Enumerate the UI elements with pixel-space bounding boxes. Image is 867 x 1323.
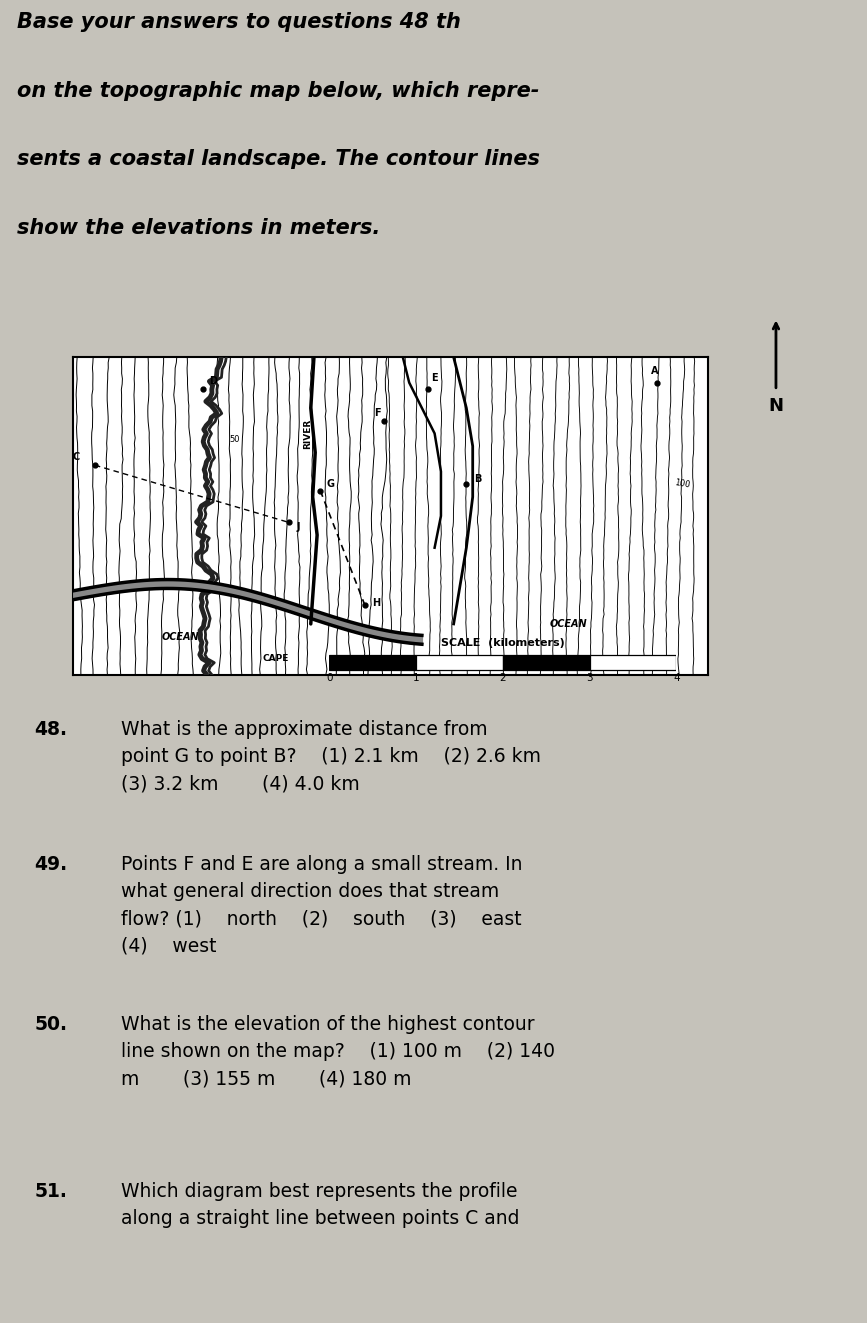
Text: show the elevations in meters.: show the elevations in meters. — [17, 218, 381, 238]
Text: 48.: 48. — [35, 720, 68, 738]
Text: N: N — [768, 397, 784, 414]
Text: Which diagram best represents the profile
along a straight line between points C: Which diagram best represents the profil… — [121, 1181, 520, 1228]
Text: Base your answers to questions 48 th: Base your answers to questions 48 th — [17, 12, 461, 32]
Text: D: D — [209, 376, 217, 386]
Text: 0: 0 — [326, 673, 333, 683]
Text: sents a coastal landscape. The contour lines: sents a coastal landscape. The contour l… — [17, 149, 540, 169]
Text: C: C — [73, 452, 80, 462]
Text: on the topographic map below, which repre-: on the topographic map below, which repr… — [17, 81, 540, 101]
Text: What is the elevation of the highest contour
line shown on the map?  (1) 100 m  : What is the elevation of the highest con… — [121, 1015, 556, 1089]
Text: 100: 100 — [674, 479, 691, 490]
Text: 2: 2 — [499, 673, 506, 683]
Text: OCEAN: OCEAN — [162, 631, 199, 642]
Text: F: F — [375, 407, 381, 418]
Text: OCEAN: OCEAN — [549, 619, 587, 628]
Text: J: J — [297, 521, 300, 532]
Text: SCALE  (kilometers): SCALE (kilometers) — [441, 638, 564, 648]
Text: CAPE: CAPE — [263, 655, 289, 663]
Text: H: H — [372, 598, 381, 609]
Text: E: E — [432, 373, 438, 382]
Text: 1: 1 — [413, 673, 420, 683]
Text: RIVER: RIVER — [303, 418, 312, 448]
Text: Points F and E are along a small stream. In
what general direction does that str: Points F and E are along a small stream.… — [121, 855, 523, 955]
Text: 50.: 50. — [35, 1015, 68, 1035]
Text: 4: 4 — [673, 673, 680, 683]
Text: 51.: 51. — [35, 1181, 68, 1201]
Bar — [590, 655, 676, 669]
Bar — [329, 655, 416, 669]
Text: 3: 3 — [586, 673, 593, 683]
Text: What is the approximate distance from
point G to point B?  (1) 2.1 km  (2) 2.6 k: What is the approximate distance from po… — [121, 720, 541, 794]
Text: G: G — [327, 479, 335, 488]
Text: B: B — [474, 474, 481, 484]
Bar — [503, 655, 590, 669]
Text: 50: 50 — [229, 435, 240, 445]
Bar — [416, 655, 503, 669]
Text: A: A — [650, 366, 658, 376]
Text: 49.: 49. — [35, 855, 68, 873]
